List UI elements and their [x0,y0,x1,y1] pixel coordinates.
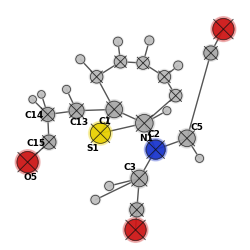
Circle shape [173,62,182,71]
Circle shape [156,70,171,85]
Circle shape [90,195,100,205]
Circle shape [210,18,235,42]
Circle shape [176,129,196,148]
Circle shape [104,181,114,192]
Circle shape [62,86,70,94]
Circle shape [178,130,194,147]
Circle shape [89,70,104,85]
Circle shape [144,36,154,46]
Circle shape [212,20,233,40]
Text: C5: C5 [189,122,202,131]
Circle shape [40,134,57,151]
Circle shape [130,170,147,187]
Circle shape [68,102,85,120]
Circle shape [128,202,144,218]
Circle shape [90,124,110,144]
Text: C15: C15 [27,138,46,147]
Circle shape [168,89,182,104]
Text: O5: O5 [23,172,37,182]
Circle shape [113,38,122,47]
Circle shape [112,37,123,48]
Circle shape [114,56,126,69]
Circle shape [146,140,165,160]
Text: C14: C14 [24,110,43,120]
Circle shape [90,71,102,84]
Circle shape [104,182,113,191]
Circle shape [172,61,183,72]
Text: C2: C2 [147,130,160,139]
Circle shape [76,56,84,64]
Circle shape [88,122,112,146]
Circle shape [162,106,171,116]
Circle shape [129,169,148,188]
Circle shape [104,100,124,120]
Circle shape [135,56,150,71]
Circle shape [129,203,143,217]
Circle shape [39,107,56,123]
Text: N1: N1 [138,134,152,142]
Circle shape [162,107,170,115]
Circle shape [112,55,127,70]
Circle shape [90,196,100,204]
Text: C1: C1 [98,117,112,126]
Circle shape [62,85,71,95]
Text: S1: S1 [86,143,99,152]
Circle shape [37,90,46,100]
Circle shape [40,108,54,122]
Circle shape [106,102,122,118]
Circle shape [29,96,36,104]
Circle shape [122,218,148,242]
Circle shape [203,47,217,61]
Circle shape [135,115,152,132]
Circle shape [194,154,203,164]
Circle shape [202,46,218,62]
Circle shape [28,96,37,104]
Text: C13: C13 [69,118,88,127]
Circle shape [69,104,84,119]
Circle shape [169,90,181,102]
Circle shape [38,91,45,99]
Circle shape [15,150,40,175]
Circle shape [75,55,85,65]
Circle shape [124,220,146,240]
Circle shape [144,139,166,161]
Circle shape [42,136,56,149]
Circle shape [195,155,203,163]
Circle shape [144,37,153,46]
Circle shape [134,114,154,134]
Circle shape [136,58,149,70]
Circle shape [158,71,170,84]
Circle shape [17,152,38,173]
Text: C3: C3 [123,162,136,171]
